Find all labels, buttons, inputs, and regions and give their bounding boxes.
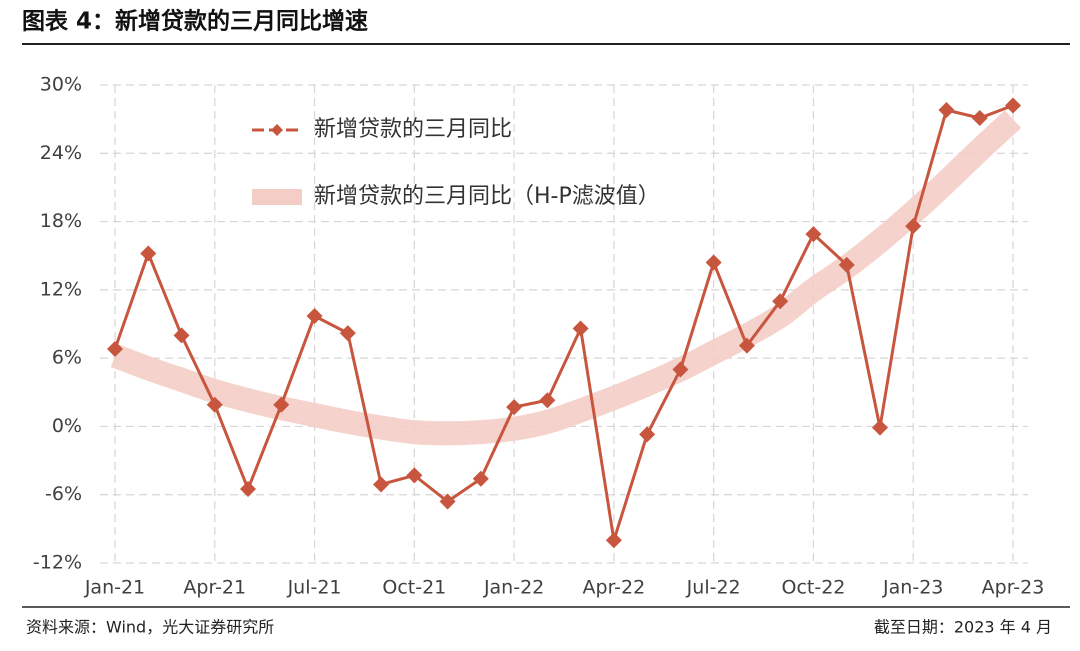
legend-marker <box>271 124 283 136</box>
x-tick-label: Jan-22 <box>483 577 544 599</box>
marker <box>805 226 822 243</box>
x-tick-label: Jul-22 <box>686 577 741 599</box>
series-line <box>113 104 1014 541</box>
y-tick-label: 6% <box>52 347 82 369</box>
legend-label: 新增贷款的三月同比 <box>314 117 512 142</box>
marker <box>738 337 755 354</box>
x-tick-label: Jan-21 <box>84 577 145 599</box>
marker <box>1005 97 1021 114</box>
marker <box>605 532 622 549</box>
source-note: 资料来源：Wind，光大证券研究所 <box>26 618 274 637</box>
x-tick-label: Jan-23 <box>882 577 943 599</box>
x-tick-label: Apr-22 <box>583 577 646 599</box>
marker <box>572 320 589 337</box>
marker <box>140 245 157 262</box>
hp-band <box>110 110 1022 446</box>
x-tick-label: Oct-21 <box>382 577 446 599</box>
y-tick-label: 30% <box>40 74 82 96</box>
marker <box>173 327 190 344</box>
marker <box>639 426 656 443</box>
marker <box>406 467 423 484</box>
marker <box>439 493 456 510</box>
marker <box>539 392 556 409</box>
marker <box>373 476 390 493</box>
marker <box>273 396 290 413</box>
y-tick-label: 12% <box>40 278 82 300</box>
marker <box>339 325 356 342</box>
marker <box>905 218 922 235</box>
y-tick-label: -12% <box>33 552 82 574</box>
y-tick-label: 0% <box>52 415 82 437</box>
legend-label: 新增贷款的三月同比（H-P滤波值） <box>314 184 660 209</box>
y-tick-label: 18% <box>40 210 82 232</box>
marker <box>705 254 722 271</box>
marker <box>107 341 123 358</box>
marker <box>306 308 323 325</box>
marker <box>672 361 689 378</box>
marker <box>240 481 257 498</box>
y-tick-label: 24% <box>40 142 82 164</box>
marker <box>971 110 988 127</box>
x-tick-label: Apr-23 <box>982 577 1045 599</box>
x-tick-label: Oct-22 <box>781 577 845 599</box>
date-note: 截至日期：2023 年 4 月 <box>874 618 1052 637</box>
y-tick-label: -6% <box>45 483 82 505</box>
marker <box>206 396 223 413</box>
marker <box>871 419 888 436</box>
marker <box>772 293 789 310</box>
marker <box>938 102 955 119</box>
marker <box>838 256 855 273</box>
marker <box>506 399 523 416</box>
chart-title: 图表 4：新增贷款的三月同比增速 <box>22 8 368 35</box>
x-tick-label: Apr-21 <box>183 577 246 599</box>
x-tick-label: Jul-21 <box>287 577 342 599</box>
marker <box>472 470 489 487</box>
